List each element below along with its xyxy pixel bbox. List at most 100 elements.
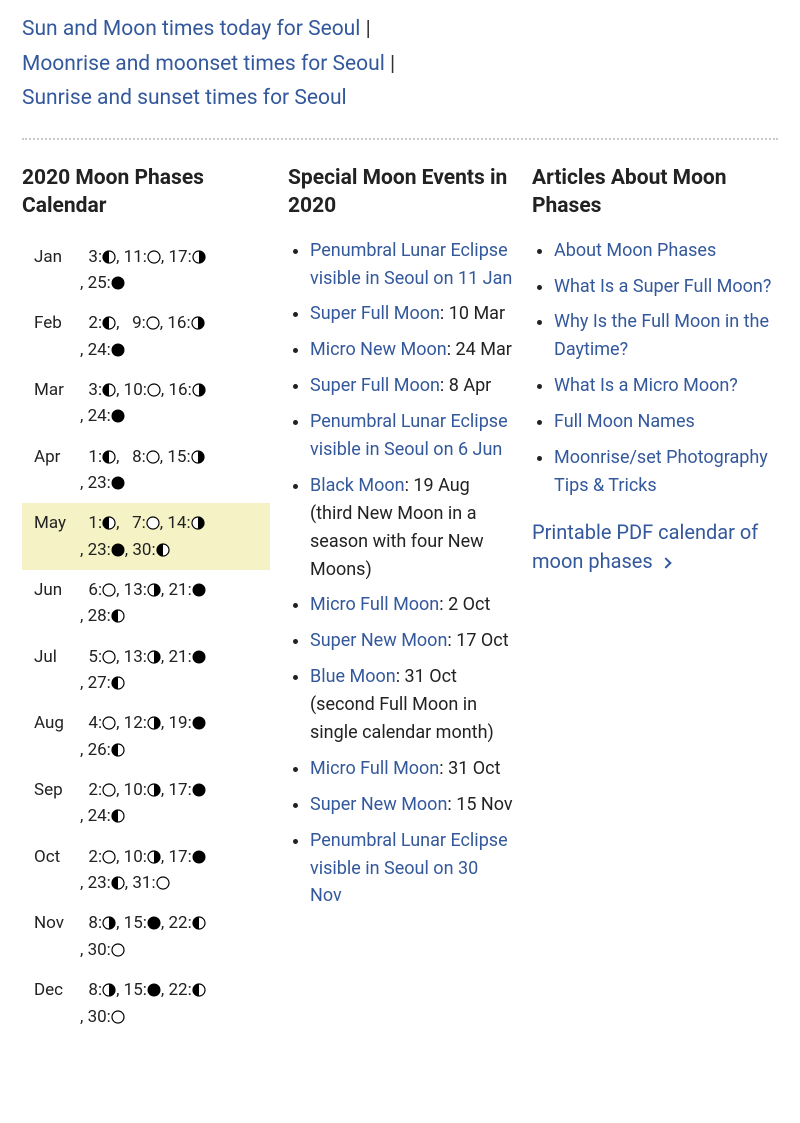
moon-last-quarter-icon [191,512,205,526]
article-item: What Is a Micro Moon? [554,372,778,400]
article-link[interactable]: About Moon Phases [554,240,716,261]
month-phases: 2: , 9:, 16: , 24: [80,303,270,370]
event-link[interactable]: Super New Moon [310,794,447,815]
moon-new-icon [111,405,125,419]
moon-full-icon [156,872,170,886]
events-column: Special Moon Events in 2020 Penumbral Lu… [288,164,514,1037]
moon-full-icon [146,512,160,526]
event-link[interactable]: Super Full Moon [310,303,440,324]
moon-full-icon [102,646,116,660]
moon-last-quarter-icon [102,979,116,993]
event-item: Black Moon: 19 Aug (third New Moon in a … [310,472,514,584]
moon-new-icon [111,539,125,553]
event-text: : 10 Mar [440,303,505,324]
event-link[interactable]: Micro Full Moon [310,594,439,615]
event-link[interactable]: Micro New Moon [310,339,447,360]
month-phases: 2:, 10: , 17:, 23: , 31: [80,837,270,904]
moon-new-icon [192,846,206,860]
moon-last-quarter-icon [192,246,206,260]
article-link[interactable]: What Is a Super Full Moon? [554,276,771,297]
moon-new-icon [147,979,161,993]
chevron-right-icon [660,557,671,568]
moon-new-icon [192,579,206,593]
event-link[interactable]: Blue Moon [310,666,396,687]
events-list: Penumbral Lunar Eclipse visible in Seoul… [288,237,514,911]
month-phases: 8: , 15:, 22: , 30: [80,903,270,970]
moon-last-quarter-icon [147,779,161,793]
moon-new-icon [192,646,206,660]
month-label: May [22,503,80,570]
event-link[interactable]: Super Full Moon [310,375,440,396]
moon-last-quarter-icon [147,712,161,726]
calendar-row[interactable]: Aug 4:, 12: , 19:, 26: [22,703,270,770]
calendar-row[interactable]: Jul 5:, 13: , 21:, 27: [22,637,270,704]
month-phases: 2:, 10: , 17:, 24: [80,770,270,837]
event-item: Super Full Moon: 8 Apr [310,372,514,400]
calendar-row[interactable]: Nov 8: , 15:, 22: , 30: [22,903,270,970]
month-phases: 3: , 11:, 17: , 25: [80,237,270,304]
event-text: : 31 Oct [439,758,500,779]
calendar-row[interactable]: May 1: , 7:, 14: , 23:, 30: [22,503,270,570]
moon-first-quarter-icon [102,446,116,460]
moon-first-quarter-icon [111,672,125,686]
top-link[interactable]: Moonrise and moonset times for Seoul [22,52,385,76]
month-label: Jul [22,637,80,704]
calendar-row[interactable]: Sep 2:, 10: , 17:, 24: [22,770,270,837]
pdf-calendar-link[interactable]: Printable PDF calendar of moon phases [532,518,778,576]
month-label: Oct [22,837,80,904]
moon-full-icon [146,446,160,460]
moon-full-icon [111,939,125,953]
articles-list: About Moon Phases What Is a Super Full Mo… [532,237,778,500]
moon-first-quarter-icon [102,379,116,393]
event-item: Super New Moon: 15 Nov [310,791,514,819]
moon-first-quarter-icon [156,539,170,553]
event-item: Penumbral Lunar Eclipse visible in Seoul… [310,237,514,293]
moon-first-quarter-icon [192,912,206,926]
month-label: Nov [22,903,80,970]
event-item: Micro New Moon: 24 Mar [310,336,514,364]
moon-full-icon [102,846,116,860]
moon-last-quarter-icon [147,846,161,860]
article-item: Why Is the Full Moon in the Daytime? [554,308,778,364]
moon-phases-calendar: Jan 3: , 11:, 17: , 25:Feb 2: , 9:, 16: … [22,237,270,1037]
calendar-row[interactable]: Dec 8: , 15:, 22: , 30: [22,970,270,1037]
articles-heading: Articles About Moon Phases [532,164,778,221]
month-label: Mar [22,370,80,437]
moon-full-icon [102,779,116,793]
calendar-row[interactable]: Apr 1: , 8:, 15: , 23: [22,437,270,504]
article-link[interactable]: What Is a Micro Moon? [554,375,738,396]
month-label: Aug [22,703,80,770]
pdf-link-label: Printable PDF calendar of moon phases [532,520,758,573]
event-link[interactable]: Super New Moon [310,630,447,651]
event-link[interactable]: Penumbral Lunar Eclipse visible in Seoul… [310,240,512,289]
moon-last-quarter-icon [147,646,161,660]
event-link[interactable]: Black Moon [310,475,405,496]
month-phases: 4:, 12: , 19:, 26: [80,703,270,770]
article-link[interactable]: Full Moon Names [554,411,695,432]
moon-new-icon [192,712,206,726]
calendar-row[interactable]: Feb 2: , 9:, 16: , 24: [22,303,270,370]
event-link[interactable]: Micro Full Moon [310,758,439,779]
event-link[interactable]: Penumbral Lunar Eclipse visible in Seoul… [310,830,508,907]
calendar-row[interactable]: Mar 3: , 10:, 16: , 24: [22,370,270,437]
calendar-row[interactable]: Jan 3: , 11:, 17: , 25: [22,237,270,304]
event-link[interactable]: Penumbral Lunar Eclipse visible in Seoul… [310,411,508,460]
moon-full-icon [147,246,161,260]
events-heading: Special Moon Events in 2020 [288,164,514,221]
moon-first-quarter-icon [111,605,125,619]
month-label: Dec [22,970,80,1037]
top-link[interactable]: Sunrise and sunset times for Seoul [22,86,347,110]
calendar-row[interactable]: Oct 2:, 10: , 17:, 23: , 31: [22,837,270,904]
moon-last-quarter-icon [191,312,205,326]
moon-last-quarter-icon [192,379,206,393]
top-link[interactable]: Sun and Moon times today for Seoul [22,17,360,41]
event-item: Super Full Moon: 10 Mar [310,300,514,328]
separator: | [360,17,370,41]
article-link[interactable]: Moonrise/set Photography Tips & Tricks [554,447,768,496]
moon-last-quarter-icon [191,446,205,460]
moon-last-quarter-icon [147,579,161,593]
article-link[interactable]: Why Is the Full Moon in the Daytime? [554,311,769,360]
articles-column: Articles About Moon Phases About Moon Ph… [532,164,778,1037]
calendar-row[interactable]: Jun 6:, 13: , 21:, 28: [22,570,270,637]
event-item: Blue Moon: 31 Oct (second Full Moon in s… [310,663,514,747]
